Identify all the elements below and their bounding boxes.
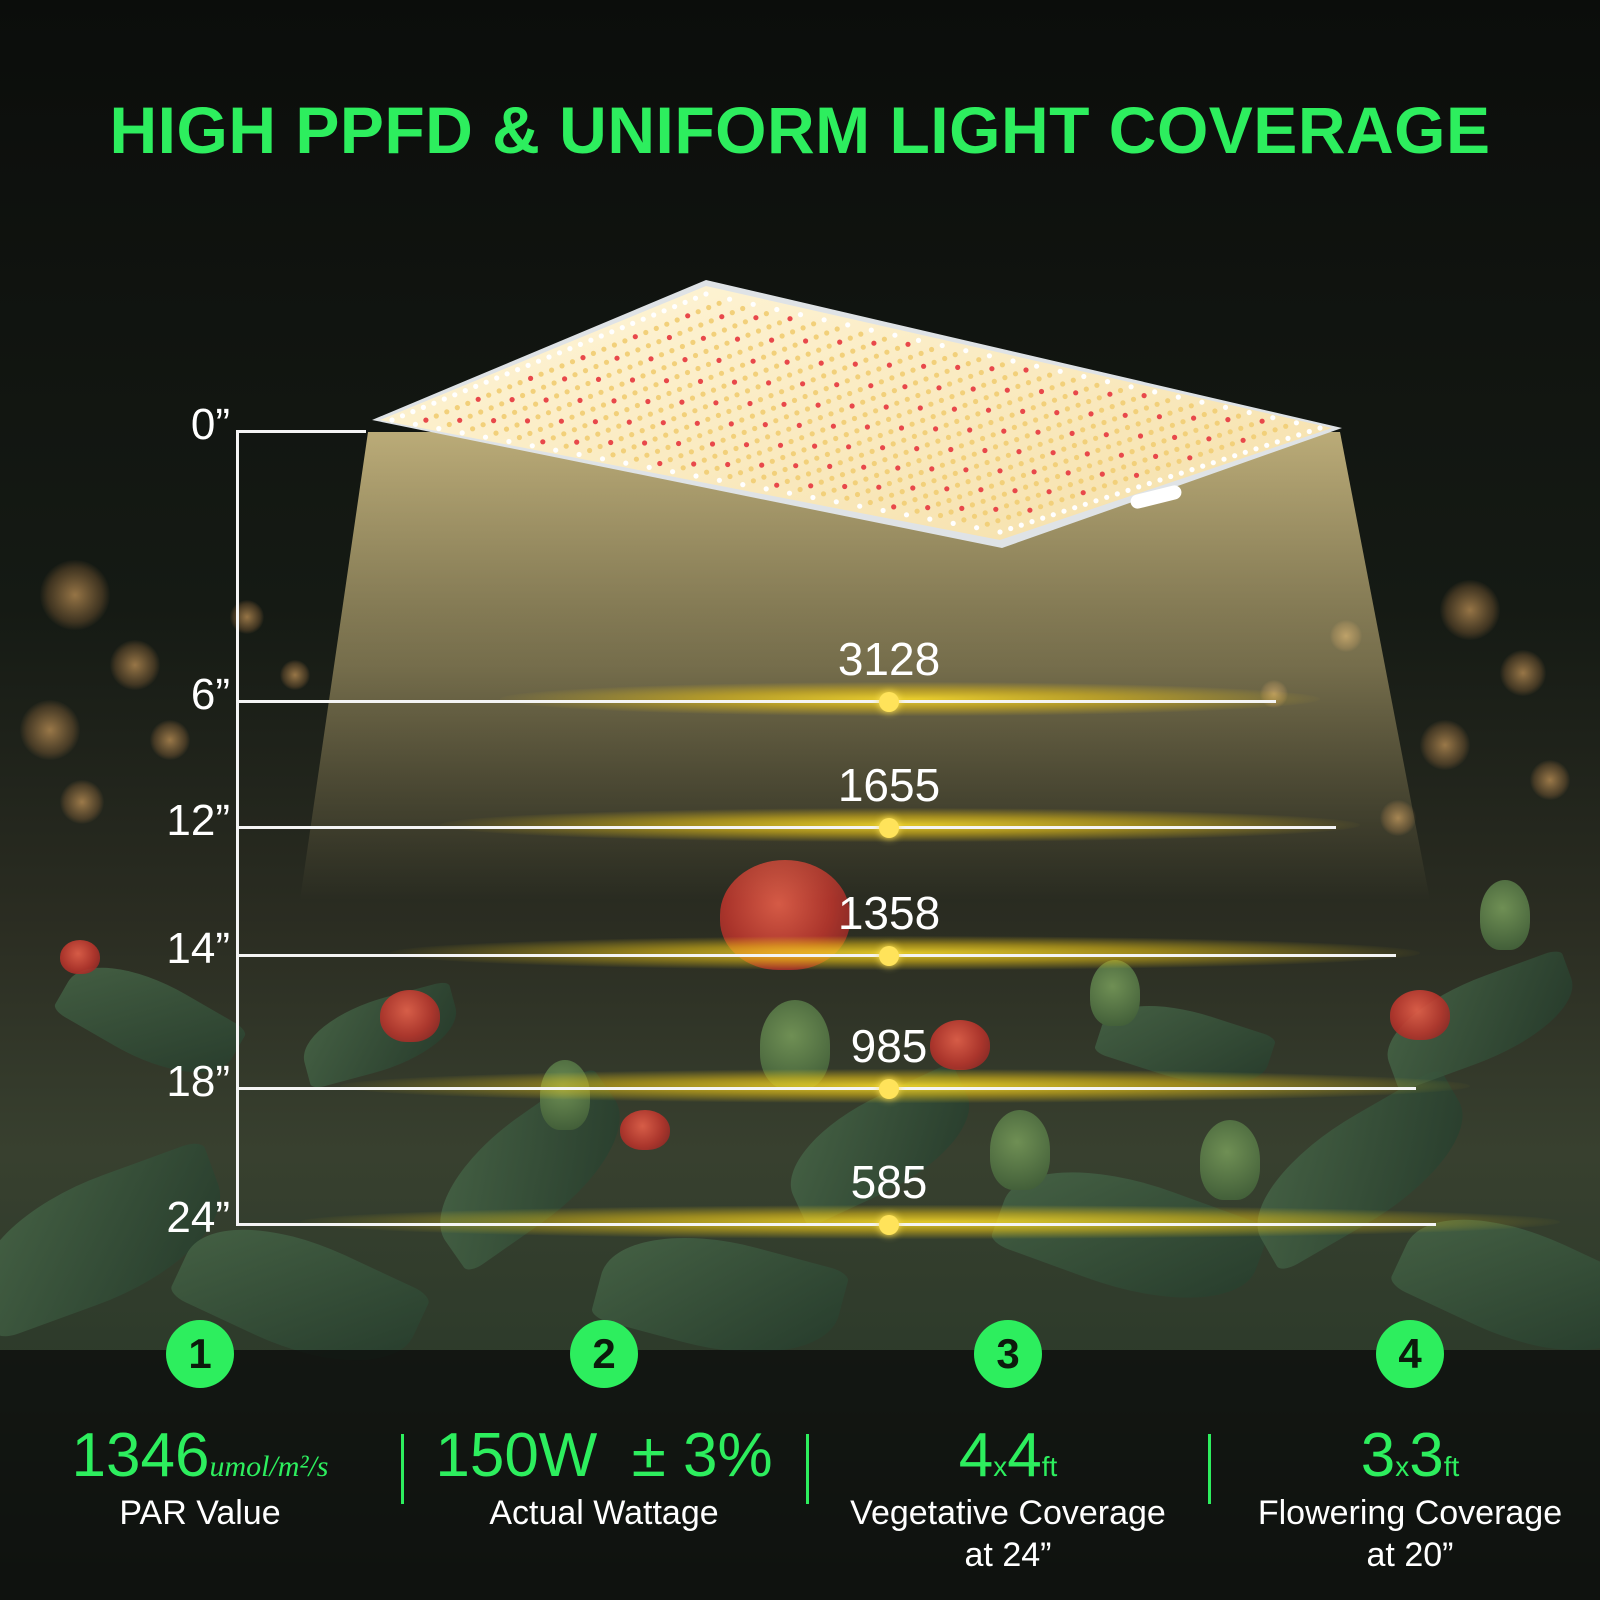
light-glow [440, 808, 1360, 842]
spec-value: 4x4ft [958, 1421, 1058, 1490]
scale-tick-18 [236, 1087, 1416, 1090]
distance-label-18: 18” [166, 1057, 230, 1106]
spec-label: Flowering Coverage at 20” [1257, 1494, 1563, 1574]
spec-label: Actual Wattage [489, 1494, 719, 1532]
number-badge: 4 [1376, 1320, 1444, 1388]
spec-vegetative-coverage: 3 4x4ft Vegetative Coverage at 24” [808, 1320, 1208, 1600]
measurement-point [879, 1215, 899, 1235]
measurement-point [879, 946, 899, 966]
number-badge: 2 [570, 1320, 638, 1388]
distance-label-24: 24” [166, 1193, 230, 1242]
light-glow [390, 936, 1420, 970]
spec-value: 1346umol/m²/s [71, 1421, 329, 1490]
spec-bar: 1 1346umol/m²/s PAR Value 2 150W ± 3% Ac… [0, 1320, 1600, 1600]
number-badge: 3 [974, 1320, 1042, 1388]
number-badge: 1 [166, 1320, 234, 1388]
led-grow-light-panel [372, 280, 1342, 548]
light-glow [340, 1069, 1470, 1103]
ppfd-value: 585 [850, 1156, 928, 1208]
scale-tick-6 [236, 700, 1276, 703]
spec-value: 3x3ft [1360, 1421, 1460, 1490]
measurement-point [879, 692, 899, 712]
ppfd-value: 985 [850, 1020, 928, 1072]
ppfd-value: 1655 [837, 759, 941, 811]
ppfd-value: 1358 [837, 887, 941, 939]
measurement-point [879, 1079, 899, 1099]
page-title: HIGH PPFD & UNIFORM LIGHT COVERAGE [109, 93, 1491, 167]
spec-actual-wattage: 2 150W ± 3% Actual Wattage [404, 1320, 804, 1600]
scale-tick-24 [236, 1223, 1436, 1226]
ppfd-value: 3128 [837, 633, 941, 685]
scale-tick-12 [236, 826, 1336, 829]
distance-label-0: 0” [190, 400, 230, 449]
scale-tick-14 [236, 954, 1396, 957]
light-glow [300, 1205, 1560, 1239]
spec-value: 150W ± 3% [435, 1421, 773, 1490]
height-scale-axis [236, 432, 239, 1226]
distance-label-6: 6” [190, 670, 230, 719]
light-glow [500, 682, 1320, 716]
spec-label: PAR Value [119, 1494, 281, 1532]
divider [806, 1434, 809, 1504]
measurement-point [879, 818, 899, 838]
spec-label: Vegetative Coverage at 24” [850, 1494, 1166, 1574]
spec-flowering-coverage: 4 3x3ft Flowering Coverage at 20” [1210, 1320, 1600, 1600]
distance-label-12: 12” [166, 796, 230, 845]
spec-par-value: 1 1346umol/m²/s PAR Value [0, 1320, 400, 1600]
divider [1208, 1434, 1211, 1504]
distance-label-14: 14” [166, 924, 230, 973]
divider [401, 1434, 404, 1504]
scale-tick-0 [236, 430, 366, 433]
